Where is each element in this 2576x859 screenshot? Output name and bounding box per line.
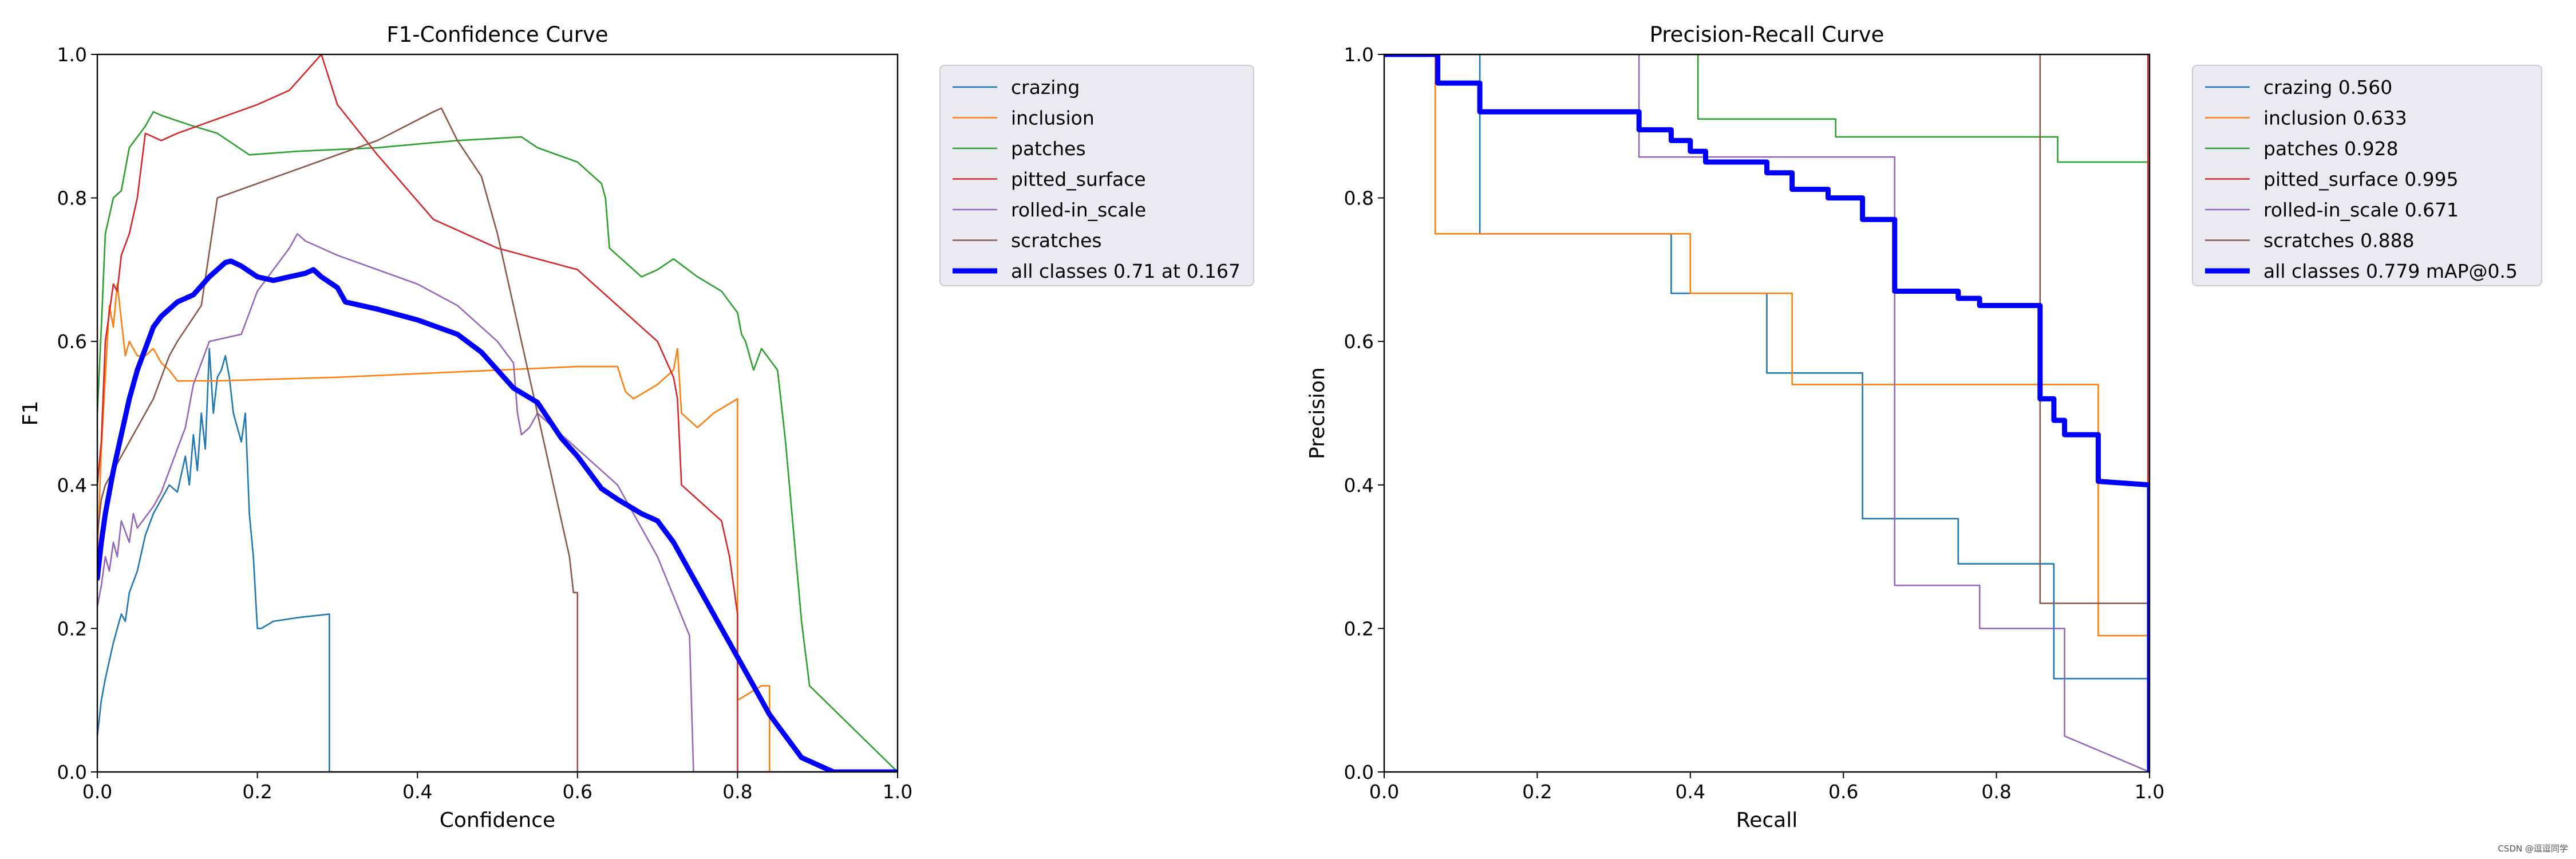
series-line-scratches: [1384, 54, 2150, 772]
legend-label: inclusion: [1011, 107, 1095, 129]
series-line-patches: [97, 111, 898, 772]
legend-label: pitted_surface 0.995: [2263, 168, 2459, 191]
series-group: [97, 54, 898, 772]
x-tick-label: 0.2: [1522, 781, 1552, 803]
legend-label: patches 0.928: [2263, 137, 2399, 160]
x-axis: 0.0 0.2 0.4 0.6 0.8 1.0: [82, 772, 912, 803]
y-tick-label: 0.2: [1344, 617, 1374, 640]
watermark: CSDN @逗逗同学: [2498, 844, 2568, 854]
chart-title: Precision-Recall Curve: [1650, 22, 1884, 47]
x-axis: 0.0 0.2 0.4 0.6 0.8 1.0: [1369, 772, 2164, 803]
plot-frame: [1383, 53, 2151, 773]
y-tick-label: 0.8: [57, 187, 87, 210]
x-tick-label: 0.2: [242, 781, 272, 803]
legend-label: crazing: [1011, 76, 1080, 98]
legend-label: all classes 0.779 mAP@0.5: [2263, 260, 2518, 282]
legend: crazing 0.560 inclusion 0.633 patches 0.92…: [2192, 65, 2542, 286]
y-axis: 0.0 0.2 0.4 0.6 0.8 1.0: [57, 44, 97, 783]
series-line-all-classes: [1384, 54, 2150, 772]
plot-frame: [96, 53, 899, 773]
y-tick-label: 0.0: [1344, 761, 1374, 783]
legend-label: scratches 0.888: [2263, 230, 2415, 252]
legend-box: [939, 65, 1254, 286]
y-tick-label: 0.4: [57, 474, 87, 497]
series-line-inclusion: [1384, 54, 2150, 772]
x-tick-label: 0.0: [82, 781, 112, 803]
series-line-rolled-in-scale: [1384, 54, 2150, 772]
series-line-patches: [1384, 54, 2150, 772]
legend-box: [2192, 65, 2542, 286]
chart-precision-recall: Precision-Recall Curve 0.0 0.2 0.4 0.6 0.8 1.0…: [1306, 22, 2542, 832]
legend-label: rolled-in_scale 0.671: [2263, 199, 2459, 221]
y-tick-label: 0.0: [57, 761, 87, 783]
legend-label: scratches: [1011, 230, 1102, 252]
y-axis: 0.0 0.2 0.4 0.6 0.8 1.0: [1344, 44, 1384, 783]
legend-label: all classes 0.71 at 0.167: [1011, 260, 1240, 282]
y-tick-label: 0.8: [1344, 187, 1374, 210]
y-axis-label: Precision: [1306, 367, 1329, 459]
x-tick-label: 0.6: [563, 781, 592, 803]
x-axis-label: Recall: [1736, 809, 1797, 832]
x-tick-label: 0.4: [1676, 781, 1705, 803]
series-line-all-classes: [97, 258, 898, 772]
legend-label: crazing 0.560: [2263, 76, 2392, 98]
y-axis-label: F1: [19, 401, 42, 426]
legend-label: pitted_surface: [1011, 168, 1146, 191]
legend-label: inclusion 0.633: [2263, 107, 2407, 129]
x-tick-label: 1.0: [883, 781, 912, 803]
legend: crazing inclusion patches pitted_surfacerol…: [939, 65, 1254, 286]
x-tick-label: 0.6: [1828, 781, 1858, 803]
y-tick-label: 0.2: [57, 617, 87, 640]
series-line-scratches: [97, 107, 898, 772]
legend-label: patches: [1011, 137, 1086, 160]
y-tick-label: 0.6: [1344, 330, 1374, 353]
series-line-crazing: [97, 348, 898, 772]
chart-title: F1-Confidence Curve: [386, 22, 608, 47]
x-tick-label: 0.0: [1369, 781, 1399, 803]
x-tick-label: 0.8: [1981, 781, 2011, 803]
x-tick-label: 0.4: [402, 781, 432, 803]
x-tick-label: 0.8: [722, 781, 752, 803]
y-tick-label: 0.6: [57, 330, 87, 353]
y-tick-label: 1.0: [1344, 44, 1374, 66]
y-tick-label: 0.4: [1344, 474, 1374, 497]
y-tick-label: 1.0: [57, 44, 87, 66]
series-line-rolled-in-scale: [97, 233, 898, 772]
series-group: [1384, 54, 2150, 772]
x-axis-label: Confidence: [440, 809, 555, 832]
x-tick-label: 1.0: [2135, 781, 2164, 803]
series-line-pitted-surface: [97, 54, 898, 772]
legend-label: rolled-in_scale: [1011, 199, 1146, 221]
series-line-inclusion: [97, 283, 898, 772]
